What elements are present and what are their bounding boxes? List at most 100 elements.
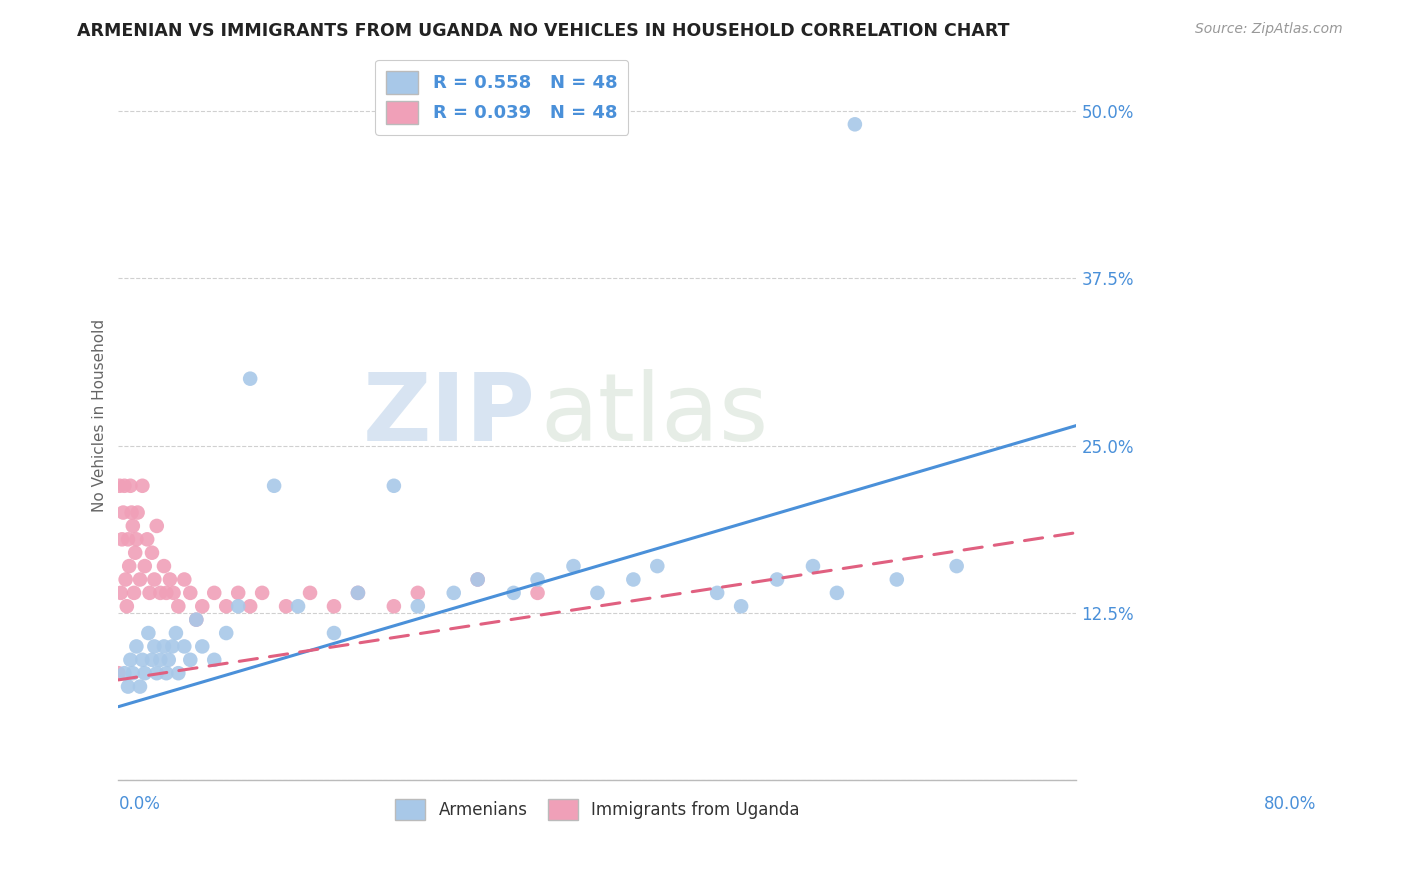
Point	[118, 559, 141, 574]
Point	[120, 479, 142, 493]
Point	[202, 653, 225, 667]
Point	[526, 586, 548, 600]
Point	[121, 519, 143, 533]
Point	[162, 586, 184, 600]
Point	[141, 653, 163, 667]
Point	[131, 479, 153, 493]
Point	[801, 559, 824, 574]
Point	[406, 599, 429, 614]
Point	[186, 613, 208, 627]
Point	[112, 479, 135, 493]
Point	[111, 533, 134, 547]
Point	[131, 653, 153, 667]
Point	[167, 599, 190, 614]
Text: atlas: atlas	[540, 369, 768, 461]
Point	[274, 599, 297, 614]
Point	[117, 533, 139, 547]
Point	[730, 599, 752, 614]
Point	[347, 586, 370, 600]
Point	[121, 506, 143, 520]
Point	[122, 586, 145, 600]
Point	[323, 599, 346, 614]
Text: 80.0%: 80.0%	[1264, 796, 1316, 814]
Point	[110, 586, 132, 600]
Point	[467, 573, 489, 587]
Point	[945, 559, 967, 574]
Point	[129, 680, 152, 694]
Point	[299, 586, 322, 600]
Point	[825, 586, 848, 600]
Point	[107, 666, 129, 681]
Legend: Armenians, Immigrants from Uganda: Armenians, Immigrants from Uganda	[388, 792, 806, 827]
Point	[239, 599, 262, 614]
Point	[112, 506, 135, 520]
Point	[108, 479, 131, 493]
Point	[406, 586, 429, 600]
Point	[645, 559, 668, 574]
Point	[112, 666, 135, 681]
Point	[120, 653, 142, 667]
Point	[159, 573, 181, 587]
Point	[179, 586, 201, 600]
Point	[145, 519, 167, 533]
Point	[134, 666, 156, 681]
Text: Source: ZipAtlas.com: Source: ZipAtlas.com	[1195, 22, 1343, 37]
Point	[155, 586, 177, 600]
Point	[173, 640, 195, 654]
Point	[127, 506, 149, 520]
Point	[134, 559, 156, 574]
Point	[155, 666, 177, 681]
Point	[263, 479, 285, 493]
Point	[706, 586, 728, 600]
Point	[114, 573, 136, 587]
Point	[129, 573, 152, 587]
Point	[191, 640, 214, 654]
Point	[125, 640, 148, 654]
Point	[347, 586, 370, 600]
Point	[138, 626, 160, 640]
Point	[153, 640, 176, 654]
Point	[179, 653, 201, 667]
Point	[443, 586, 465, 600]
Point	[125, 533, 148, 547]
Point	[165, 626, 187, 640]
Point	[143, 573, 166, 587]
Point	[115, 599, 138, 614]
Point	[145, 666, 167, 681]
Point	[886, 573, 908, 587]
Point	[117, 680, 139, 694]
Point	[143, 640, 166, 654]
Text: ARMENIAN VS IMMIGRANTS FROM UGANDA NO VEHICLES IN HOUSEHOLD CORRELATION CHART: ARMENIAN VS IMMIGRANTS FROM UGANDA NO VE…	[77, 22, 1010, 40]
Text: 0.0%: 0.0%	[118, 796, 160, 814]
Point	[323, 626, 346, 640]
Point	[586, 586, 609, 600]
Point	[502, 586, 524, 600]
Point	[239, 372, 262, 386]
Point	[138, 586, 160, 600]
Point	[121, 666, 143, 681]
Point	[467, 573, 489, 587]
Point	[382, 599, 405, 614]
Point	[287, 599, 309, 614]
Point	[766, 573, 789, 587]
Point	[250, 586, 273, 600]
Point	[526, 573, 548, 587]
Point	[157, 653, 180, 667]
Point	[844, 117, 866, 131]
Point	[124, 546, 146, 560]
Point	[226, 599, 249, 614]
Point	[136, 533, 159, 547]
Point	[153, 559, 176, 574]
Point	[141, 546, 163, 560]
Point	[215, 626, 238, 640]
Point	[191, 599, 214, 614]
Point	[202, 586, 225, 600]
Point	[562, 559, 585, 574]
Point	[149, 586, 172, 600]
Point	[226, 586, 249, 600]
Y-axis label: No Vehicles in Household: No Vehicles in Household	[93, 319, 107, 512]
Point	[149, 653, 172, 667]
Point	[173, 573, 195, 587]
Point	[215, 599, 238, 614]
Text: ZIP: ZIP	[363, 369, 536, 461]
